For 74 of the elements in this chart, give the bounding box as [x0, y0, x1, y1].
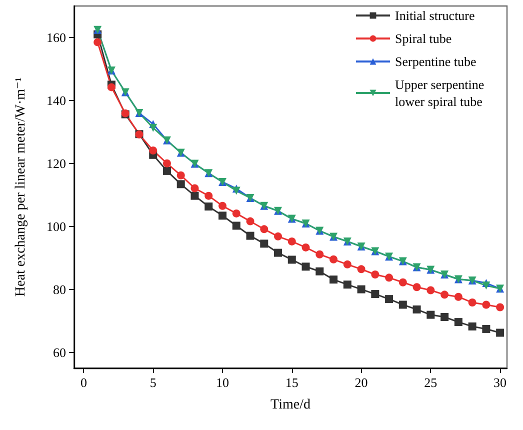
point [288, 256, 296, 264]
point [343, 280, 352, 289]
y-axis-title: Heat exchange per linear meter/W·m⁻¹ [14, 77, 28, 297]
point [330, 255, 338, 264]
legend-label: Serpentine tube [395, 54, 476, 69]
x-tick-label: 25 [424, 375, 438, 390]
point [302, 262, 310, 271]
point [454, 292, 462, 301]
point [204, 192, 213, 200]
point [302, 243, 310, 252]
point [385, 274, 394, 282]
point [371, 290, 380, 298]
point [357, 285, 366, 294]
legend-label: Initial structure [395, 8, 476, 23]
point [260, 225, 268, 234]
point [343, 260, 352, 268]
y-tick-label: 80 [53, 282, 66, 297]
point [162, 159, 171, 168]
point [412, 305, 421, 314]
point [232, 222, 240, 230]
x-tick-label: 30 [494, 375, 507, 390]
legend-label: Spiral tube [395, 31, 452, 46]
y-tick-label: 160 [46, 30, 66, 45]
x-tick-label: 10 [216, 375, 229, 390]
point [482, 282, 490, 290]
point [274, 248, 282, 257]
point [371, 270, 380, 279]
point [316, 250, 324, 258]
point [246, 232, 254, 240]
x-tick-label: 15 [285, 375, 298, 390]
point [107, 83, 116, 92]
point [246, 217, 254, 226]
point [94, 38, 102, 46]
x-axis-title: Time/d [270, 398, 310, 412]
point [190, 192, 199, 200]
point [288, 237, 296, 246]
point [218, 202, 226, 210]
point [385, 295, 394, 304]
point [260, 240, 268, 248]
point [426, 286, 435, 294]
point [190, 184, 199, 192]
point [482, 324, 490, 333]
point [204, 202, 213, 211]
point [454, 318, 462, 326]
point [398, 300, 407, 309]
y-tick-label: 60 [53, 344, 66, 360]
point [412, 283, 421, 292]
point [162, 166, 171, 175]
point [496, 328, 504, 337]
point [232, 209, 240, 218]
point [468, 322, 476, 330]
point [440, 313, 449, 322]
y-tick-label: 140 [46, 92, 66, 108]
point [468, 298, 476, 307]
point [330, 276, 338, 284]
point [440, 290, 449, 299]
point [218, 212, 226, 220]
legend-label: Upper serpentine lower spiral tube [395, 77, 488, 109]
point [316, 267, 324, 276]
y-tick-label: 100 [46, 218, 66, 234]
point [357, 265, 366, 274]
x-tick-label: 5 [150, 375, 156, 390]
x-tick-label: 0 [80, 375, 87, 390]
point [274, 232, 282, 240]
point [496, 303, 504, 312]
point [149, 146, 158, 154]
point [398, 278, 407, 286]
point [176, 171, 185, 180]
point [426, 310, 435, 319]
point [176, 180, 185, 188]
y-tick-label: 120 [46, 156, 66, 171]
point [482, 300, 490, 309]
point [149, 124, 158, 132]
x-tick-label: 20 [354, 375, 368, 390]
